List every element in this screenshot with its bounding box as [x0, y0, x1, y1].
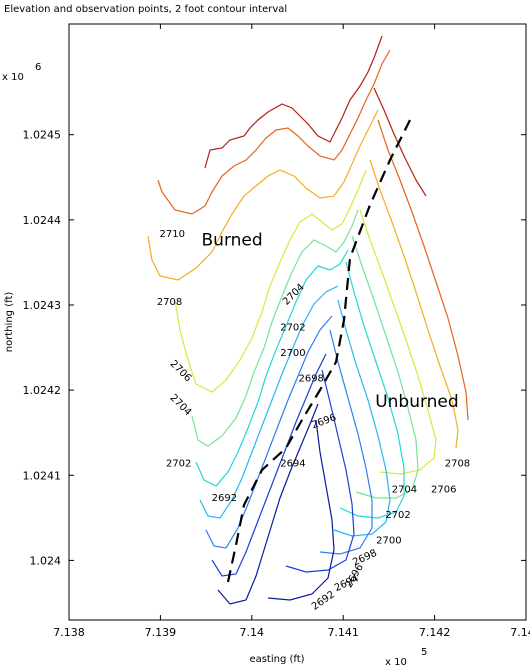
- contour-label-2700: 2700: [280, 348, 305, 359]
- x-multiplier-base: x 10: [385, 657, 407, 668]
- x-axis-ticks: 7.138 7.139 7.14 7.141 7.142 7.143: [53, 24, 530, 639]
- y-multiplier-base: x 10: [2, 72, 24, 83]
- contour-2698b: [333, 299, 391, 537]
- contour-label-2694: 2694: [280, 459, 305, 470]
- contour-2692b: [267, 419, 335, 601]
- chart-title: Elevation and observation points, 2 foot…: [4, 4, 287, 15]
- contour-labels: 2710 2708 2706 2704 2702 2704 2702 2700 2698 2696…: [157, 229, 470, 613]
- y-tick-label: 1.0245: [23, 129, 62, 142]
- contour-label-2692: 2692: [212, 493, 237, 504]
- x-multiplier-exp: 5: [421, 647, 427, 658]
- contour-label-2704: 2704: [168, 392, 194, 418]
- y-tick-label: 1.0243: [23, 299, 62, 312]
- burn-boundary-line: [226, 119, 411, 583]
- contour-2706: [147, 109, 379, 281]
- plot-area: [68, 23, 527, 621]
- contour-2692: [217, 403, 319, 605]
- contour-2698: [199, 285, 339, 519]
- contour-2702b: [351, 235, 419, 499]
- contour-2704: [174, 169, 367, 393]
- contour-2694b: [285, 369, 355, 573]
- contour-label-2704: 2704: [392, 484, 417, 495]
- contour-label-2694: 2694: [333, 573, 361, 594]
- x-tick-label: 7.139: [145, 626, 177, 639]
- contour-2696b: [319, 329, 373, 555]
- region-labels: Burned Unburned: [202, 230, 459, 412]
- contour-label-2708: 2708: [157, 297, 182, 308]
- x-tick-label: 7.141: [327, 626, 359, 639]
- y-tick-label: 1.0242: [23, 384, 62, 397]
- contour-2710b: [373, 87, 427, 197]
- contour-2696: [205, 315, 333, 549]
- y-axis-label: northing (ft): [4, 292, 15, 353]
- y-multiplier-exp: 6: [35, 62, 41, 73]
- contour-label-2702: 2702: [166, 459, 191, 470]
- contour-2702: [191, 209, 359, 447]
- region-label-burned: Burned: [202, 230, 263, 250]
- contour-2694: [211, 353, 327, 577]
- contour-2704b: [359, 209, 437, 475]
- x-tick-label: 7.142: [419, 626, 451, 639]
- contour-label-2702: 2702: [280, 323, 305, 334]
- contour-label-2696: 2696: [310, 412, 338, 431]
- contour-label-2698: 2698: [298, 374, 323, 385]
- contour-label-2706: 2706: [431, 484, 456, 495]
- contour-label-2708: 2708: [445, 459, 470, 470]
- y-tick-label: 1.0241: [23, 469, 62, 482]
- x-tick-label: 7.143: [510, 626, 530, 639]
- contour-2700b: [339, 261, 405, 519]
- region-label-unburned: Unburned: [375, 392, 459, 412]
- contour-2706b: [369, 159, 459, 449]
- x-axis-label: easting (ft): [249, 654, 304, 665]
- contour-label-2706: 2706: [168, 358, 194, 384]
- x-tick-label: 7.138: [53, 626, 85, 639]
- contour-label-2700: 2700: [376, 535, 401, 546]
- y-axis-ticks: 1.024 1.0241 1.0242 1.0243 1.0244 1.0245: [23, 129, 526, 567]
- contour-2708: [157, 49, 391, 215]
- contour-2708b: [377, 119, 469, 421]
- y-tick-label: 1.024: [30, 554, 62, 567]
- contour-lines: [147, 35, 469, 605]
- contour-2710: [204, 35, 383, 169]
- contour-label-2702: 2702: [385, 510, 410, 521]
- y-tick-label: 1.0244: [23, 214, 62, 227]
- contour-2700: [195, 249, 349, 487]
- contour-label-2710: 2710: [160, 229, 185, 240]
- x-tick-label: 7.14: [240, 626, 265, 639]
